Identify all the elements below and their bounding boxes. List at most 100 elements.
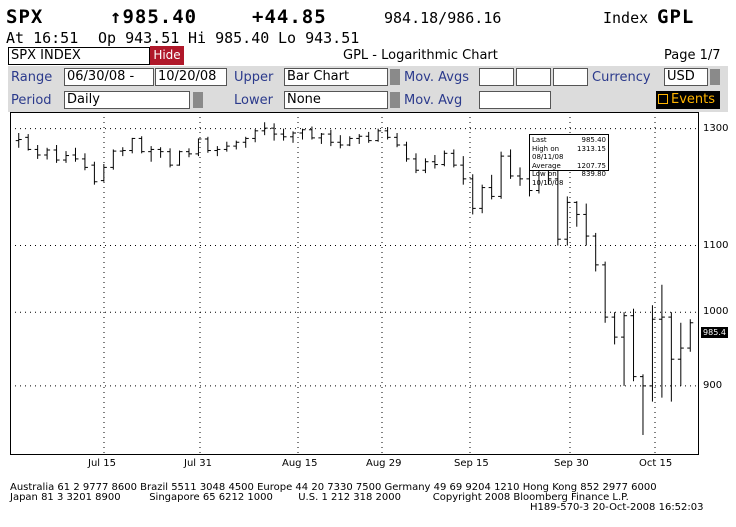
ohlc-bar bbox=[214, 146, 221, 157]
mov-avg-field-3[interactable] bbox=[553, 68, 588, 86]
ohlc-bar bbox=[280, 128, 287, 141]
ohlc-bar bbox=[488, 174, 495, 200]
ohlc-bar bbox=[479, 184, 486, 214]
upper-select[interactable]: Bar Chart bbox=[284, 68, 388, 86]
mov-avg-field[interactable] bbox=[479, 91, 551, 109]
last-price: ↑985.40 bbox=[110, 6, 198, 28]
ohlc-bar bbox=[327, 129, 334, 147]
footer-stamp: H189-570-3 20-Oct-2008 16:52:03 bbox=[530, 502, 704, 513]
legend-last-label: Last bbox=[532, 136, 547, 144]
range-start-field[interactable]: 06/30/08 - bbox=[64, 68, 154, 86]
ohlc-bar bbox=[403, 141, 410, 162]
ohlc-bar bbox=[460, 156, 467, 185]
lower-dropdown-icon[interactable] bbox=[390, 92, 400, 108]
range-end-field[interactable]: 10/20/08 bbox=[155, 68, 227, 86]
last-price-tag: 985.4 bbox=[701, 327, 728, 338]
ohlc-bar bbox=[441, 150, 448, 167]
period-label: Period bbox=[11, 93, 52, 108]
ohlc-bar bbox=[365, 131, 372, 143]
ohlc-bar bbox=[337, 135, 344, 149]
price-axis: 900 1000 1100 1300 bbox=[699, 112, 729, 455]
ohlc-bar bbox=[148, 146, 155, 162]
ohlc-bar bbox=[15, 132, 22, 148]
upper-label: Upper bbox=[234, 70, 274, 85]
currency-label: Currency bbox=[592, 70, 651, 85]
ohlc-bar bbox=[517, 167, 524, 186]
mov-avg-field-2[interactable] bbox=[516, 68, 551, 86]
events-checkbox-icon[interactable] bbox=[658, 94, 668, 104]
mov-avg-field-1[interactable] bbox=[479, 68, 514, 86]
ohlc-bar bbox=[185, 148, 192, 158]
hide-button[interactable]: Hide bbox=[150, 46, 184, 65]
ohlc-bar bbox=[91, 161, 98, 185]
legend-average-label: Average bbox=[532, 161, 561, 170]
upper-dropdown-icon[interactable] bbox=[390, 69, 400, 85]
ohlc-bar bbox=[34, 145, 41, 159]
ohlc-bar bbox=[639, 374, 646, 435]
ohlc-bar bbox=[129, 137, 136, 154]
function-label: Index bbox=[603, 9, 649, 27]
period-select[interactable]: Daily bbox=[64, 91, 190, 109]
ohlc-bar bbox=[649, 305, 656, 402]
ohlc-bar bbox=[346, 136, 353, 147]
y-tick-label: 1100 bbox=[703, 239, 729, 251]
ohlc-bar bbox=[687, 319, 694, 352]
ohlc-bar bbox=[119, 147, 126, 157]
ohlc-bar bbox=[195, 138, 202, 157]
ohlc-bar bbox=[592, 232, 599, 272]
ohlc-bar bbox=[233, 140, 240, 150]
ohlc-bar bbox=[507, 149, 514, 179]
ohlc-bar bbox=[554, 170, 561, 246]
ohlc-bar bbox=[252, 129, 259, 143]
range-label: Range bbox=[11, 70, 53, 85]
ohlc-bar bbox=[658, 284, 665, 398]
ohlc-bar bbox=[176, 150, 183, 166]
ohlc-bar bbox=[157, 147, 164, 158]
period-dropdown-icon[interactable] bbox=[193, 92, 203, 108]
ohlc-bar bbox=[602, 261, 609, 323]
lower-label: Lower bbox=[234, 93, 273, 108]
price-legend: Last 985.40 High on 08/11/08 1313.15 Avera… bbox=[529, 134, 609, 187]
legend-low-label: Low on 10/10/08 bbox=[532, 170, 564, 187]
currency-select[interactable]: USD bbox=[664, 68, 708, 86]
ohlc-bar bbox=[583, 203, 590, 246]
function-code[interactable]: GPL bbox=[657, 6, 695, 28]
range-dash: - bbox=[129, 69, 135, 84]
ohlc-bar bbox=[290, 131, 297, 143]
ohlc-bar bbox=[53, 145, 60, 163]
ohlc-bar bbox=[630, 308, 637, 382]
ohlc-bar bbox=[564, 196, 571, 246]
ticker: SPX bbox=[6, 6, 44, 28]
ohlc-bar bbox=[422, 158, 429, 174]
security-field[interactable]: SPX INDEX bbox=[8, 47, 150, 65]
ohlc-bar bbox=[394, 132, 401, 148]
legend-high-label: High on 08/11/08 bbox=[532, 144, 564, 162]
x-tick-label: Sep 15 bbox=[454, 458, 489, 469]
date-axis: Jul 15 Jul 31 Aug 15 Aug 29 Sep 15 Sep 30 Oct … bbox=[10, 458, 699, 472]
legend-low-value: 839.80 bbox=[581, 170, 607, 178]
events-button[interactable]: Events bbox=[656, 91, 720, 109]
ohlc-bar bbox=[498, 151, 505, 199]
currency-dropdown-icon[interactable] bbox=[710, 69, 720, 85]
ohlc-bar bbox=[261, 122, 268, 136]
lower-select[interactable]: None bbox=[284, 91, 388, 109]
ohlc-bar bbox=[431, 154, 438, 169]
events-label: Events bbox=[671, 92, 716, 107]
open-price: Op 943.51 bbox=[98, 29, 180, 47]
low-price: Lo 943.51 bbox=[278, 29, 360, 47]
y-tick-label: 1000 bbox=[703, 306, 729, 318]
quote-time: At 16:51 bbox=[6, 29, 79, 47]
ohlc-bar bbox=[100, 163, 107, 182]
ohlc-bar bbox=[72, 147, 79, 162]
footer-contacts-1: Australia 61 2 9777 8600 Brazil 5511 304… bbox=[10, 482, 657, 493]
ohlc-bar bbox=[242, 136, 249, 148]
x-tick-label: Oct 15 bbox=[639, 458, 673, 469]
x-tick-label: Aug 29 bbox=[366, 458, 402, 469]
y-tick-label: 1300 bbox=[703, 122, 729, 134]
ohlc-bar bbox=[450, 149, 457, 168]
legend-high-value: 1313.15 bbox=[577, 144, 606, 153]
x-tick-label: Aug 15 bbox=[282, 458, 318, 469]
high-price: Hi 985.40 bbox=[188, 29, 270, 47]
ohlc-bar bbox=[356, 134, 363, 144]
ohlc-bar bbox=[223, 141, 230, 152]
